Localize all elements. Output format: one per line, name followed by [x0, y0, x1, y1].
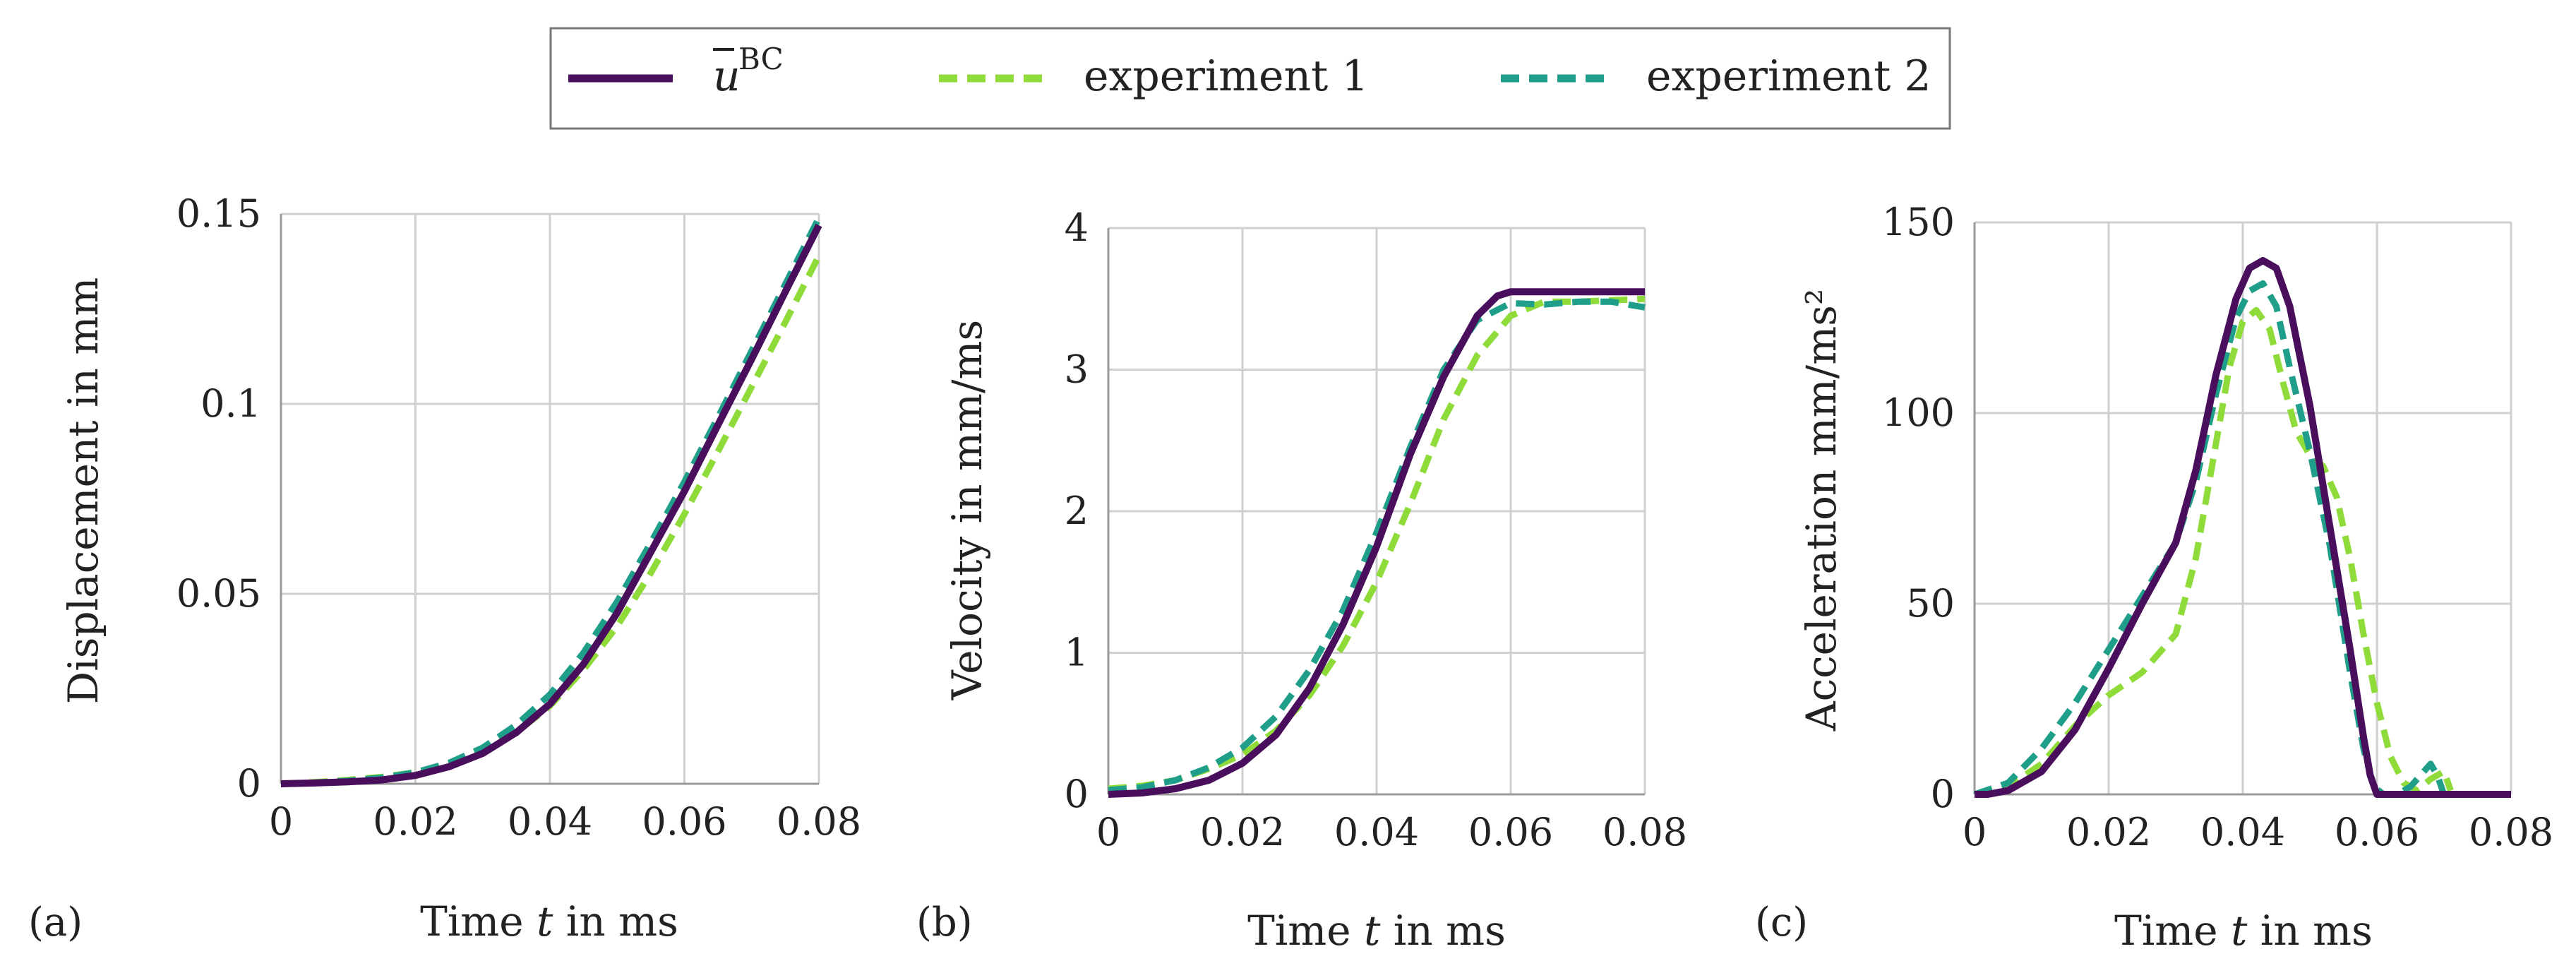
panel-b-ytick-2: 2: [1065, 489, 1089, 533]
panel-c-xlabel: Time t in ms: [2114, 907, 2373, 955]
panel-b-xtick-0: 0: [1096, 810, 1120, 854]
panel-b-frame: [1107, 228, 1645, 796]
panel-b-ytick-1: 1: [1065, 631, 1089, 675]
panel-a-ytick-0: 0: [237, 761, 261, 806]
panel-a-xtick-4: 0.08: [777, 799, 861, 844]
panel-c-label: (c): [1755, 900, 1808, 945]
panel-c-xlabel-prefix: Time: [2114, 907, 2231, 955]
panel-b-xlabel-suffix: in ms: [1380, 907, 1506, 955]
legend-label-experiment-1: experiment 1: [1084, 52, 1369, 101]
panel-b-ticks: 0 0.02 0.04 0.06 0.08 0 1 2 3 4: [1065, 205, 1687, 854]
panel-a-ytick-2: 0.1: [200, 381, 261, 426]
panel-c-series-experiment-1: [1974, 306, 2454, 798]
panel-b-xlabel: Time t in ms: [1247, 907, 1506, 955]
panel-b-velocity: 0 0.02 0.04 0.06 0.08 0 1 2 3 4 Velocity in mm/ms…: [916, 205, 1687, 955]
panel-a-xlabel: Time t in ms: [420, 897, 678, 945]
panel-c-ticks: 0 0.02 0.04 0.06 0.08 0 50 100 150: [1882, 200, 2553, 854]
panel-b-series: [1108, 288, 1646, 798]
panel-a-ytick-1: 0.05: [176, 571, 261, 616]
panel-b-grid: [1107, 227, 1646, 796]
panel-a-series: [280, 216, 822, 787]
panel-a-label: (a): [28, 900, 83, 945]
panel-c-series: [1973, 257, 2511, 798]
panel-a-displacement: 0 0.02 0.04 0.06 0.08 0 0.05 0.1 0.15 Displaceme…: [28, 191, 861, 945]
panel-c-series-ubc: [1975, 257, 2511, 798]
panel-b-xtick-1: 0.02: [1200, 810, 1285, 854]
panel-a-ticks: 0 0.02 0.04 0.06 0.08 0 0.05 0.1 0.15: [176, 191, 861, 844]
panel-b-xtick-2: 0.04: [1334, 810, 1419, 854]
panel-b-ytick-0: 0: [1065, 772, 1089, 816]
panel-c-ytick-0: 0: [1931, 772, 1955, 816]
panel-c-ytick-2: 100: [1882, 390, 1955, 435]
panel-c-series-experiment-2: [1973, 280, 2448, 798]
panel-b-ytick-3: 3: [1065, 347, 1089, 392]
panel-c-xtick-3: 0.06: [2335, 810, 2419, 854]
panel-a-xlabel-var: t: [537, 897, 553, 945]
panel-c-xtick-4: 0.08: [2469, 810, 2553, 854]
panel-c-xtick-2: 0.04: [2200, 810, 2285, 854]
panel-c-xlabel-var: t: [2231, 907, 2248, 955]
panel-a-ylabel: Displacement in mm: [59, 277, 107, 705]
panel-a-xlabel-suffix: in ms: [553, 897, 678, 945]
panel-b-series-experiment-2: [1108, 298, 1646, 794]
legend-label-ubc-base: u: [713, 52, 741, 101]
legend-frame: [549, 27, 1951, 130]
panel-a-ytick-3: 0.15: [176, 191, 261, 236]
panel-c-xtick-0: 0: [1963, 810, 1987, 854]
legend: u BC experiment 1 experiment 2: [549, 27, 1951, 130]
panel-c-ylabel: Acceleration mm/ms²: [1797, 289, 1845, 732]
panel-c-ytick-3: 150: [1882, 200, 1955, 244]
panel-b-xlabel-var: t: [1364, 907, 1381, 955]
panel-c-xtick-1: 0.02: [2066, 810, 2151, 854]
panel-b-series-ubc: [1108, 288, 1645, 798]
panel-a-xtick-0: 0: [269, 799, 293, 844]
panel-c-ytick-1: 50: [1906, 581, 1955, 626]
panel-a-xlabel-prefix: Time: [420, 897, 537, 945]
panel-a-xtick-1: 0.02: [373, 799, 457, 844]
panel-b-xtick-4: 0.08: [1602, 810, 1687, 854]
panel-b-xtick-3: 0.06: [1468, 810, 1553, 854]
legend-label-ubc-sup: BC: [738, 42, 784, 76]
panel-b-ytick-4: 4: [1065, 205, 1089, 250]
panel-c-xlabel-suffix: in ms: [2247, 907, 2373, 955]
panel-b-xlabel-prefix: Time: [1247, 907, 1364, 955]
panel-b-label: (b): [916, 900, 973, 945]
panel-a-xtick-3: 0.06: [642, 799, 726, 844]
legend-label-experiment-2: experiment 2: [1646, 52, 1931, 101]
panel-b-ylabel: Velocity in mm/ms: [943, 320, 991, 701]
panel-c-acceleration: 0 0.02 0.04 0.06 0.08 0 50 100 150 Acceleration …: [1755, 200, 2553, 955]
panel-a-xtick-2: 0.04: [508, 799, 592, 844]
panel-a-series-ubc: [280, 223, 822, 787]
legend-label-ubc: u BC: [713, 42, 784, 101]
